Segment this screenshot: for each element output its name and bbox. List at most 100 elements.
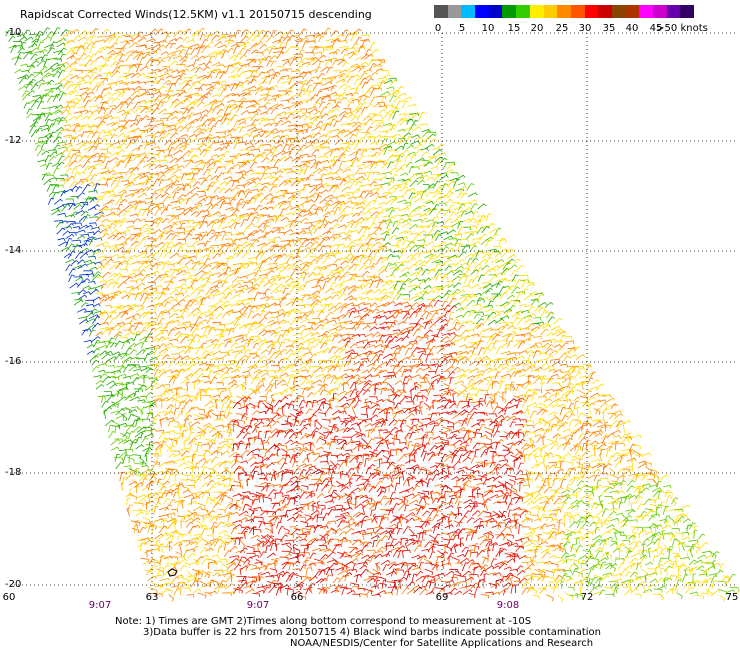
wind-barb <box>529 410 537 419</box>
wind-barb <box>210 154 219 158</box>
wind-barb <box>288 433 297 440</box>
wind-barb <box>538 352 548 356</box>
wind-barb <box>156 149 165 156</box>
wind-barb <box>272 113 282 121</box>
wind-barb <box>318 35 325 43</box>
wind-barb <box>27 43 38 49</box>
wind-barb <box>244 169 254 174</box>
wind-barb <box>265 295 275 302</box>
wind-barb <box>98 295 108 300</box>
wind-barb <box>166 82 176 87</box>
wind-barb <box>283 222 293 229</box>
wind-barb <box>577 412 584 420</box>
wind-barb <box>146 184 155 192</box>
wind-barb <box>39 163 48 168</box>
wind-barb <box>129 280 138 284</box>
wind-barb <box>268 47 276 55</box>
wind-barb <box>505 322 513 326</box>
wind-barb <box>102 359 112 366</box>
wind-barb <box>55 221 63 228</box>
wind-barb <box>162 65 171 70</box>
wind-barb <box>379 369 389 374</box>
wind-barb <box>453 232 463 239</box>
wind-barb <box>296 130 303 138</box>
wind-barb <box>447 305 457 313</box>
wind-barb <box>111 97 120 103</box>
wind-barb <box>196 191 206 195</box>
wind-barb <box>334 168 344 174</box>
wind-barb <box>453 355 464 360</box>
wind-barb <box>150 217 162 223</box>
wind-barb <box>448 332 456 336</box>
wind-barb <box>273 50 284 55</box>
wind-barb <box>552 339 564 344</box>
wind-barb <box>304 359 313 364</box>
wind-barb <box>301 388 308 395</box>
wind-barb <box>245 425 253 433</box>
wind-barb <box>224 161 232 168</box>
wind-barb <box>312 295 321 301</box>
wind-barb <box>462 310 471 318</box>
wind-barb <box>161 399 165 409</box>
wind-barb <box>58 146 68 150</box>
wind-barb <box>174 101 184 108</box>
wind-barb <box>174 77 182 85</box>
wind-barb <box>288 76 296 85</box>
wind-barb <box>353 315 362 319</box>
wind-barb <box>257 384 265 390</box>
wind-barb <box>322 122 333 126</box>
wind-barb <box>353 379 362 384</box>
wind-barb <box>288 143 295 151</box>
wind-barb <box>368 113 377 117</box>
wind-barb <box>145 201 153 205</box>
wind-barb <box>16 33 25 38</box>
wind-barb <box>433 299 441 307</box>
wind-barb <box>388 77 398 82</box>
wind-barb <box>187 219 195 224</box>
wind-barb <box>277 90 288 94</box>
wind-barb <box>190 327 200 336</box>
wind-barb <box>286 239 294 244</box>
wind-barb <box>276 51 285 60</box>
wind-barb <box>128 365 138 372</box>
wind-barb <box>425 200 434 205</box>
wind-barb <box>243 49 251 56</box>
wind-barb <box>174 36 183 42</box>
wind-barb <box>487 319 497 326</box>
wind-barb <box>98 298 107 305</box>
wind-barb <box>467 199 478 205</box>
wind-barb <box>126 220 135 225</box>
wind-barb <box>384 335 393 344</box>
wind-barb <box>89 123 97 132</box>
wind-barb <box>40 54 48 62</box>
wind-barb <box>537 301 547 308</box>
wind-barb <box>403 126 413 132</box>
wind-barb <box>403 368 412 373</box>
wind-barb <box>278 42 285 50</box>
wind-barb <box>243 342 249 350</box>
wind-barb <box>439 358 448 366</box>
wind-barb <box>105 371 116 376</box>
wind-barb <box>250 376 260 381</box>
wind-barb <box>139 322 150 326</box>
wind-barb <box>115 102 124 109</box>
wind-barb <box>399 260 408 266</box>
wind-barb <box>222 304 229 312</box>
wind-barb <box>97 129 106 137</box>
wind-barb <box>402 142 409 150</box>
wind-barb <box>256 117 266 121</box>
wind-barb <box>385 279 394 284</box>
wind-barb <box>233 222 240 230</box>
wind-barb <box>378 381 389 386</box>
wind-barb <box>318 54 327 60</box>
wind-barb <box>114 382 124 387</box>
wind-barb <box>187 407 195 414</box>
wind-barb <box>79 64 87 68</box>
wind-barb <box>350 158 359 167</box>
wind-barb <box>218 324 226 328</box>
wind-barb <box>295 177 304 182</box>
wind-barb <box>110 342 117 348</box>
wind-barb <box>97 345 108 349</box>
wind-barb <box>196 322 204 330</box>
wind-barb <box>466 258 473 266</box>
